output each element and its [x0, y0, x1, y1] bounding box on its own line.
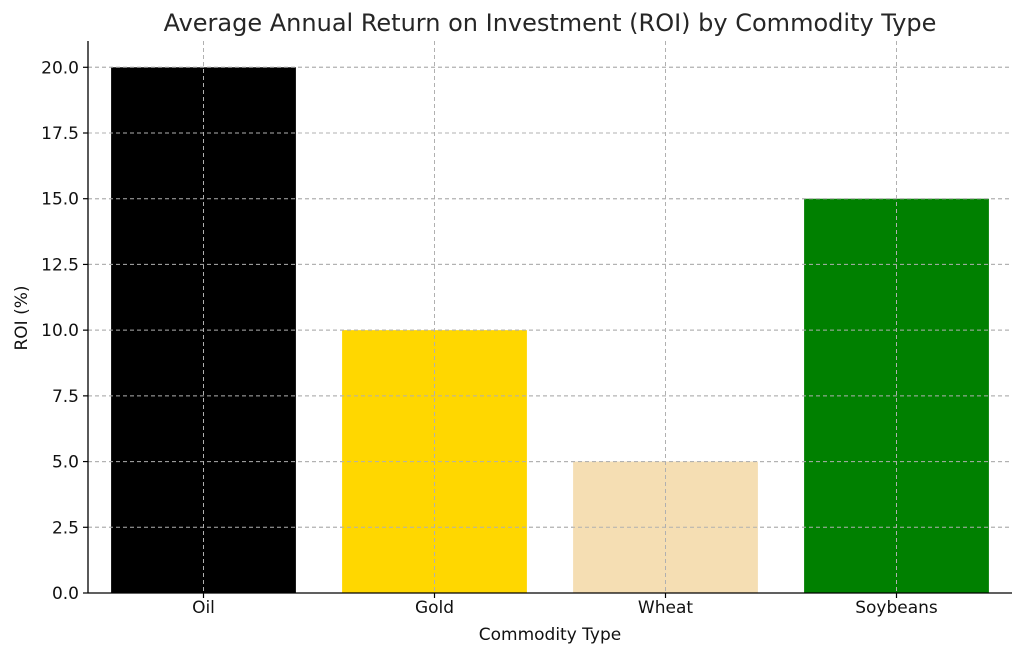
y-tick-label: 10.0 — [41, 321, 79, 341]
bars — [88, 41, 1012, 594]
x-tick-label: Wheat — [638, 598, 693, 618]
chart-title: Average Annual Return on Investment (ROI… — [164, 9, 937, 37]
y-tick-label: 5.0 — [52, 453, 79, 473]
x-tick-label: Gold — [415, 598, 454, 618]
y-axis-label: ROI (%) — [12, 285, 32, 350]
y-tick-label: 17.5 — [41, 124, 79, 144]
y-tick-label: 20.0 — [41, 58, 79, 78]
y-tick-label: 2.5 — [52, 518, 79, 538]
x-tick-label: Oil — [192, 598, 215, 618]
y-tick-label: 15.0 — [41, 190, 79, 210]
y-tick-label: 0.0 — [52, 584, 79, 604]
x-axis-label: Commodity Type — [479, 625, 621, 645]
x-axis-ticks: Oil Gold Wheat Soybeans — [192, 593, 938, 618]
y-tick-label: 12.5 — [41, 255, 79, 275]
x-tick-label: Soybeans — [855, 598, 938, 618]
y-axis-ticks: 0.0 2.5 5.0 7.5 10.0 12.5 15.0 17.5 20.0 — [41, 58, 88, 604]
y-tick-label: 7.5 — [52, 387, 79, 407]
